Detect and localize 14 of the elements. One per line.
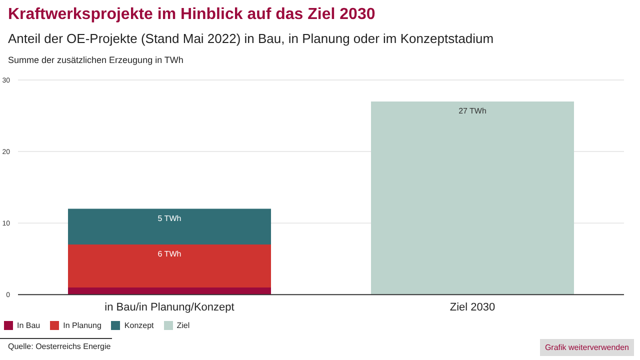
legend-label: Konzept [124, 320, 154, 330]
chart-subtitle: Anteil der OE-Projekte (Stand Mai 2022) in Bau, in Planung oder im Konzeptstadium [8, 31, 494, 46]
data-label: 5 TWh [158, 214, 182, 223]
data-label: 6 TWh [158, 250, 182, 259]
y-axis-title: Summe der zusätzlichen Erzeugung in TWh [8, 55, 184, 65]
chart-title: Kraftwerksprojekte im Hinblick auf das Ziel 2030 [8, 6, 376, 24]
x-tick-label: in Bau/in Planung/Konzept [104, 301, 234, 314]
text: Grafik weiterverwenden [540, 339, 634, 356]
legend-label: In Planung [63, 320, 102, 330]
x-tick-label: Ziel 2030 [450, 301, 496, 314]
data-label: 27 TWh [458, 106, 486, 116]
legend-label: Ziel [176, 320, 190, 330]
source-note: Quelle: Oesterreichs Energie [8, 342, 111, 351]
legend-label: In Bau [17, 320, 40, 330]
